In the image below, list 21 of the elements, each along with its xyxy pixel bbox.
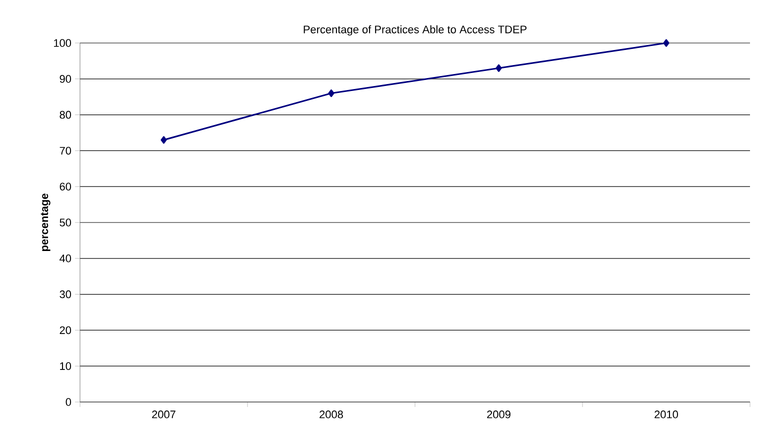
- y-tick-label: 60: [60, 182, 72, 190]
- y-tick-label: 50: [60, 218, 72, 226]
- chart-title: Percentage of Practices Able to Access TDEP: [304, 25, 526, 36]
- point: [496, 64, 502, 72]
- point: [160, 136, 167, 144]
- x-tick-label: 2008: [320, 410, 343, 418]
- y-tick-label: 70: [60, 146, 72, 155]
- point: [663, 39, 670, 47]
- x-tick-label: 2009: [487, 410, 510, 418]
- y-tick-label: 10: [60, 362, 72, 370]
- y-axis-title: percentage: [40, 194, 50, 252]
- y-tick-label: 20: [60, 326, 72, 334]
- y-tick-label: 30: [60, 290, 72, 298]
- point: [328, 89, 334, 98]
- x-tick-label: 2010: [654, 410, 678, 418]
- y-tick-label: 90: [60, 75, 72, 83]
- y-tick-label: 0: [66, 398, 72, 406]
- y-tick-label: 40: [60, 254, 72, 262]
- y-tick-label: 80: [60, 110, 72, 119]
- y-tick-label: 100: [54, 39, 72, 47]
- x-tick-label: 2007: [152, 410, 176, 418]
